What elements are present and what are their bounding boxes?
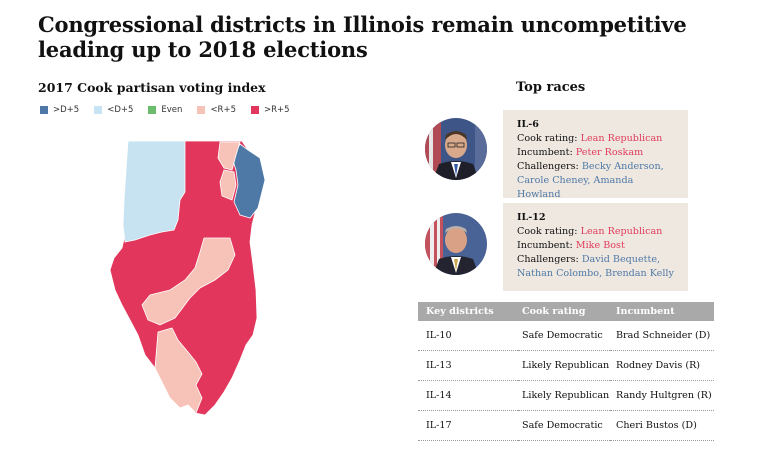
- race-rating: Lean Republican: [580, 133, 663, 144]
- legend-swatch: [251, 106, 259, 114]
- race-rating-label: Cook rating:: [517, 226, 581, 237]
- legend-swatch: [94, 106, 103, 114]
- legend-item-lean-d: <D+5: [94, 105, 133, 115]
- column-header: Cook rating: [518, 302, 610, 321]
- column-header: Incumbent: [610, 302, 714, 321]
- legend-swatch: [197, 106, 206, 114]
- column-header: Key districts: [418, 302, 518, 321]
- race-rating-label: Cook rating:: [517, 133, 581, 144]
- map-title: 2017 Cook partisan voting index: [38, 80, 266, 95]
- race-district: IL-12: [517, 212, 546, 223]
- district-shape-lean-r: [154, 327, 203, 414]
- table-cell: Brad Schneider (D): [610, 321, 714, 351]
- legend-swatch: [40, 106, 48, 114]
- legend-swatch: [148, 106, 157, 114]
- top-races-title: Top races: [516, 80, 586, 95]
- race-card-il6: IL-6 Cook rating: Lean Republican Incumb…: [503, 110, 688, 200]
- race-incumbent-line: Incumbent: Peter Roskam: [517, 146, 678, 160]
- table-cell: Safe Democratic: [518, 321, 610, 351]
- race-rating-line: Cook rating: Lean Republican: [517, 132, 678, 146]
- table-cell: IL-10: [418, 321, 518, 351]
- table-cell: Likely Republican: [518, 380, 610, 411]
- legend-label: <R+5: [210, 105, 236, 115]
- table-cell: IL-17: [418, 410, 518, 441]
- race-rating-line: Cook rating: Lean Republican: [517, 225, 678, 239]
- candidate-photo-peter-roskam: [425, 118, 487, 180]
- race-incumbent: Peter Roskam: [575, 147, 644, 158]
- table-row: IL-17 Safe Democratic Cheri Bustos (D): [418, 410, 714, 441]
- race-card-il12: IL-12 Cook rating: Lean Republican Incum…: [503, 203, 688, 291]
- race-challengers-label: Challengers:: [517, 161, 582, 172]
- table-cell: IL-13: [418, 350, 518, 381]
- race-incumbent-label: Incumbent:: [517, 240, 576, 251]
- race-challengers: David Bequette,: [581, 254, 661, 265]
- table-cell: Cheri Bustos (D): [610, 410, 714, 441]
- race-rating: Lean Republican: [580, 226, 663, 237]
- race-district: IL-6: [517, 119, 539, 130]
- legend-item-even: Even: [148, 105, 182, 115]
- district-shape-strong-d: [231, 143, 266, 219]
- map-legend: >D+5 <D+5 Even <R+5 >R+5: [40, 105, 305, 115]
- candidate-photo-mike-bost: [425, 213, 487, 275]
- race-challengers-cont: Nathan Colombo, Brendan Kelly: [517, 268, 674, 279]
- race-challengers-cont: Carole Cheney, Amanda Howland: [517, 175, 634, 200]
- table-cell: Likely Republican: [518, 350, 610, 381]
- race-incumbent-line: Incumbent: Mike Bost: [517, 239, 678, 253]
- race-challengers-label: Challengers:: [517, 254, 582, 265]
- legend-label: >R+5: [264, 105, 290, 115]
- district-shape-lean-d: [122, 140, 186, 243]
- table-cell: Safe Democratic: [518, 410, 610, 441]
- district-shape-lean-r: [217, 141, 241, 171]
- race-challengers-line: Challengers: David Bequette,: [517, 253, 678, 267]
- legend-label: >D+5: [53, 105, 80, 115]
- race-incumbent: Mike Bost: [575, 240, 625, 251]
- legend-label: Even: [161, 105, 183, 115]
- table-cell: Randy Hultgren (R): [610, 380, 714, 411]
- district-shape-lean-r: [141, 237, 236, 326]
- legend-item-lean-r: <R+5: [197, 105, 236, 115]
- race-challengers-line: Challengers: Becky Anderson,: [517, 160, 678, 174]
- race-challengers: Becky Anderson,: [581, 161, 664, 172]
- portrait-icon: [425, 118, 487, 180]
- legend-item-strong-r: >R+5: [251, 105, 290, 115]
- table-cell: IL-14: [418, 380, 518, 411]
- district-shape-lean-r: [219, 169, 237, 201]
- table-row: IL-10 Safe Democratic Brad Schneider (D): [418, 321, 714, 351]
- table-row: IL-14 Likely Republican Randy Hultgren (…: [418, 380, 714, 411]
- legend-item-strong-d: >D+5: [40, 105, 79, 115]
- table-header-row: Key districts Cook rating Incumbent: [418, 302, 714, 321]
- table-row: IL-13 Likely Republican Rodney Davis (R): [418, 350, 714, 381]
- chart-title: Congressional districts in Illinois rema…: [38, 12, 687, 62]
- race-incumbent-label: Incumbent:: [517, 147, 576, 158]
- illinois-district-map: [109, 140, 266, 416]
- portrait-icon: [425, 213, 487, 275]
- table-cell: Rodney Davis (R): [610, 350, 714, 381]
- key-districts-table: Key districts Cook rating Incumbent IL-1…: [418, 302, 714, 441]
- legend-label: <D+5: [107, 105, 134, 115]
